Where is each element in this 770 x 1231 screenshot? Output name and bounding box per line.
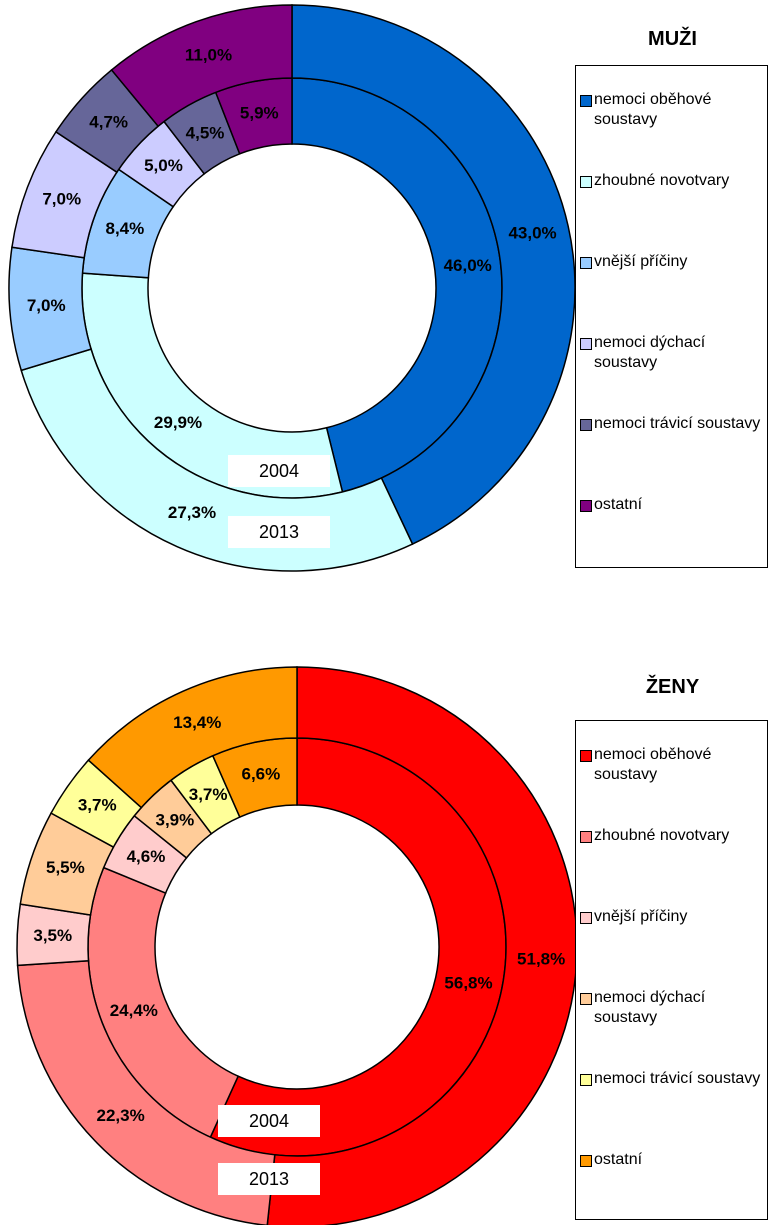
data-label: 51,8% [517, 950, 565, 969]
legend-swatch [580, 1074, 592, 1086]
chart-title: MUŽI [648, 28, 697, 50]
data-label: 7,0% [27, 296, 66, 315]
donut-segment [87, 666, 298, 809]
data-label: 4,5% [186, 123, 225, 142]
legend-swatch [580, 176, 592, 188]
legend-item: zhoubné novotvary [576, 826, 767, 907]
legend-swatch [580, 338, 592, 350]
donut-segment [266, 666, 578, 1225]
data-label: 5,9% [240, 104, 279, 123]
series-label: 2004 [218, 1105, 320, 1137]
data-label: 5,5% [46, 858, 85, 877]
data-label: 43,0% [508, 224, 556, 243]
legend-label: vnější příčiny [594, 908, 688, 925]
legend-label: nemoci dýchací soustavy [594, 334, 706, 371]
legend-swatch [580, 831, 592, 843]
legend-label: nemoci trávicí soustavy [594, 415, 761, 432]
data-label: 13,4% [173, 713, 221, 732]
legend-label: nemoci dýchací soustavy [594, 989, 706, 1026]
data-label: 4,6% [127, 847, 166, 866]
legend-swatch [580, 95, 592, 107]
data-label: 3,5% [33, 926, 72, 945]
legend-item: nemoci dýchací soustavy [576, 333, 767, 414]
legend-label: ostatní [594, 496, 643, 513]
legend-swatch [580, 993, 592, 1005]
legend-label: nemoci trávicí soustavy [594, 1070, 761, 1087]
series-label: 2013 [228, 516, 330, 548]
data-label: 7,0% [42, 190, 81, 209]
chart-title: ŽENY [645, 676, 700, 698]
donut-segment [110, 4, 293, 128]
legend: nemoci oběhové soustavy zhoubné novotvary… [575, 65, 768, 568]
data-label: 27,3% [168, 503, 216, 522]
series-label: 2013 [218, 1163, 320, 1195]
data-label: 46,0% [444, 256, 492, 275]
legend-item: nemoci trávicí soustavy [576, 414, 767, 495]
data-label: 3,7% [78, 796, 117, 815]
legend-item: vnější příčiny [576, 907, 767, 988]
legend-item: nemoci trávicí soustavy [576, 1069, 767, 1150]
data-label: 8,4% [105, 219, 144, 238]
data-label: 6,6% [241, 765, 280, 784]
data-label: 22,3% [97, 1106, 145, 1125]
legend-label: ostatní [594, 1151, 643, 1168]
donut-segment [20, 348, 414, 572]
legend-item: nemoci oběhové soustavy [576, 745, 767, 826]
legend-label: zhoubné novotvary [594, 827, 730, 844]
series-label: 2004 [228, 455, 330, 487]
legend-swatch [580, 750, 592, 762]
legend-item: zhoubné novotvary [576, 171, 767, 252]
legend-item: ostatní [576, 1150, 767, 1231]
legend-swatch [580, 912, 592, 924]
legend-item: ostatní [576, 495, 767, 576]
legend-label: nemoci oběhové soustavy [594, 746, 712, 783]
legend-swatch [580, 257, 592, 269]
data-label: 3,9% [155, 810, 194, 829]
legend-label: nemoci oběhové soustavy [594, 91, 712, 128]
donut-segment [291, 4, 576, 546]
legend-item: nemoci oběhové soustavy [576, 90, 767, 171]
legend-swatch [580, 500, 592, 512]
data-label: 3,7% [189, 785, 228, 804]
data-label: 56,8% [444, 974, 492, 993]
data-label: 4,7% [89, 113, 128, 132]
legend-swatch [580, 1155, 592, 1167]
legend: nemoci oběhové soustavy zhoubné novotvary… [575, 720, 768, 1220]
data-label: 24,4% [110, 1001, 158, 1020]
legend-label: vnější příčiny [594, 253, 688, 270]
legend-swatch [580, 419, 592, 431]
legend-item: vnější příčiny [576, 252, 767, 333]
data-label: 5,0% [144, 156, 183, 175]
legend-item: nemoci dýchací soustavy [576, 988, 767, 1069]
data-label: 29,9% [154, 413, 202, 432]
legend-label: zhoubné novotvary [594, 172, 730, 189]
data-label: 11,0% [185, 46, 232, 65]
